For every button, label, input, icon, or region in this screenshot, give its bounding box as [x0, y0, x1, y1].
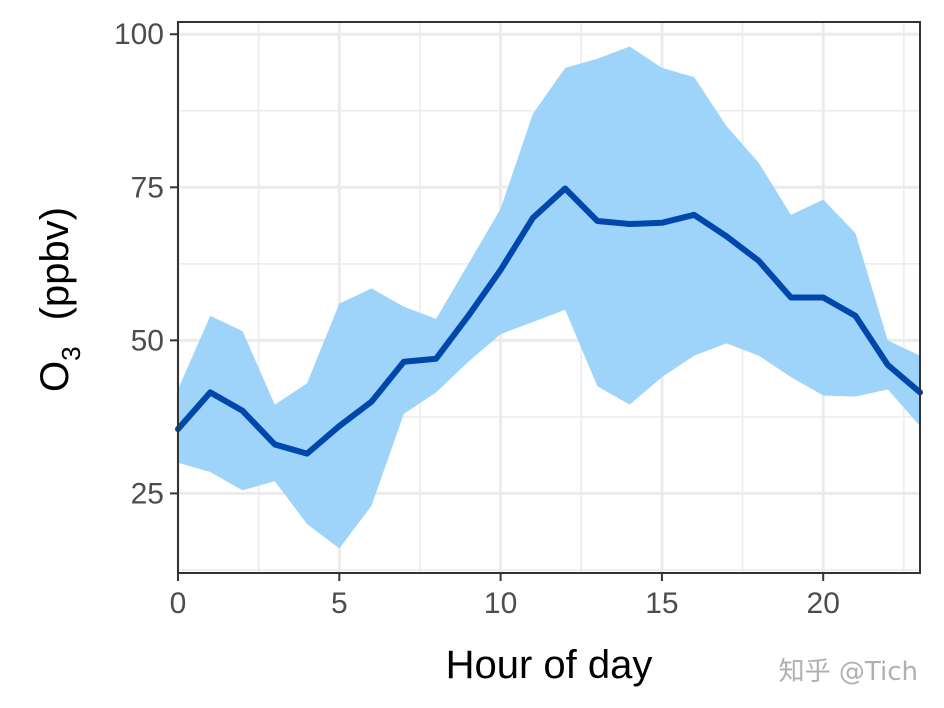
x-tick-label: 5: [331, 587, 348, 620]
y-axis-title: O3 (ppbv): [33, 207, 86, 392]
ci-band-area: [178, 46, 920, 549]
y-axis-title-base: O: [33, 361, 77, 392]
y-tick-label: 100: [114, 18, 164, 51]
y-tick-label: 75: [131, 171, 164, 204]
y-axis-title-subscript: 3: [56, 346, 86, 360]
y-tick-label: 25: [131, 477, 164, 510]
mean-line: [175, 185, 923, 457]
y-axis-title-unit: (ppbv): [33, 207, 77, 320]
x-tick-label: 10: [484, 587, 517, 620]
y-axis: 25 50 75 100: [114, 18, 178, 510]
x-axis-title: Hour of day: [446, 643, 653, 687]
y-tick-label: 50: [131, 324, 164, 357]
mean-line-path: [175, 185, 923, 457]
plot-frame: [177, 21, 921, 574]
x-tick-label: 0: [170, 587, 187, 620]
x-axis: 0 5 10 15 20: [170, 573, 840, 620]
svg-text:O3(ppbv): O3 (ppbv): [33, 207, 86, 392]
x-tick-label: 15: [645, 587, 678, 620]
x-tick-label: 20: [807, 587, 840, 620]
ci-band: [178, 46, 920, 549]
watermark: 知乎 @Tich: [779, 657, 918, 687]
